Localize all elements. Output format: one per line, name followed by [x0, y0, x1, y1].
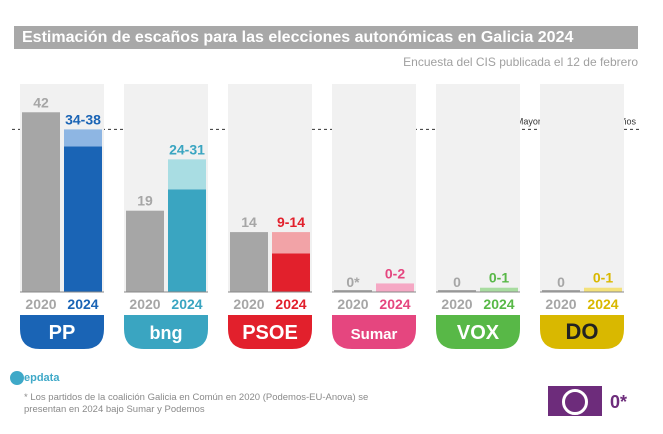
bng-bar-2020: [126, 210, 164, 292]
sumar-bar-2024-range: [376, 283, 414, 292]
sumar-label-2020: 0*: [346, 274, 360, 290]
vox-bar-2024-range: [480, 287, 518, 292]
title-bar: Estimación de escaños para las eleccione…: [14, 26, 638, 49]
brand-label: epdata: [24, 372, 60, 384]
psoe-bar-2024-range: [272, 232, 310, 254]
podemos-logo-icon: [548, 386, 602, 416]
pp-tick-2020: 2020: [25, 296, 56, 312]
pp-tick-2024: 2024: [67, 296, 98, 312]
do-label-2024: 0-1: [593, 270, 613, 286]
sumar-tick-2024: 2024: [379, 296, 410, 312]
bng-tick-2020: 2020: [129, 296, 160, 312]
bng-logo-shape: [124, 315, 208, 349]
bng-tick-2024: 2024: [171, 296, 202, 312]
pp-bar-2024-min: [64, 146, 102, 292]
psoe-tick-2020: 2020: [233, 296, 264, 312]
sumar-logo-shape: [332, 315, 416, 349]
vox-label-2020: 0: [453, 274, 461, 290]
do-label-2020: 0: [557, 274, 565, 290]
podemos-ring-icon: [562, 389, 588, 415]
pp-logo-shape: [20, 315, 104, 349]
sumar-bar-2020: [334, 290, 372, 292]
sumar-tick-2020: 2020: [337, 296, 368, 312]
sumar-label-2024: 0-2: [385, 265, 405, 281]
do-logo-shape: [540, 315, 624, 349]
psoe-tick-2024: 2024: [275, 296, 306, 312]
pp-bar-2020: [22, 112, 60, 292]
psoe-label-2020: 14: [241, 214, 257, 230]
bng-bar-2024-min: [168, 189, 206, 292]
pp-logo-icon: PP: [49, 322, 76, 344]
do-tick-2020: 2020: [545, 296, 576, 312]
epdata-logo-icon: [10, 371, 24, 385]
footnote: * Los partidos de la coalición Galicia e…: [24, 392, 369, 415]
pp-bar-2024-range: [64, 129, 102, 147]
sumar-background: [332, 84, 416, 292]
do-tick-2024: 2024: [587, 296, 618, 312]
chart-subtitle: Encuesta del CIS publicada el 12 de febr…: [403, 55, 638, 69]
do-bar-2020: [542, 290, 580, 292]
bng-bar-2024-range: [168, 159, 206, 190]
vox-bar-2020: [438, 290, 476, 292]
bng-label-2020: 19: [137, 193, 153, 209]
pp-label-2020: 42: [33, 94, 49, 110]
sumar-logo-icon: Sumar: [351, 326, 398, 343]
pp-label-2024: 34-38: [65, 111, 101, 127]
do-logo-icon: DO: [566, 319, 599, 344]
chart-title: Estimación de escaños para las eleccione…: [22, 29, 574, 46]
vox-background: [436, 84, 520, 292]
vox-logo-shape: [436, 315, 520, 349]
podemos-value: 0*: [610, 392, 628, 412]
psoe-logo-icon: PSOE: [242, 322, 298, 344]
do-background: [540, 84, 624, 292]
vox-label-2024: 0-1: [489, 270, 509, 286]
do-bar-2024-range: [584, 287, 622, 292]
bng-logo-icon: bng: [150, 323, 183, 343]
psoe-bar-2020: [230, 232, 268, 292]
psoe-bar-2024-min: [272, 253, 310, 292]
vox-logo-icon: VOX: [457, 322, 500, 344]
psoe-label-2024: 9-14: [277, 214, 305, 230]
psoe-logo-shape: [228, 315, 312, 349]
bng-label-2024: 24-31: [169, 141, 205, 157]
vox-tick-2020: 2020: [441, 296, 472, 312]
vox-tick-2024: 2024: [483, 296, 514, 312]
